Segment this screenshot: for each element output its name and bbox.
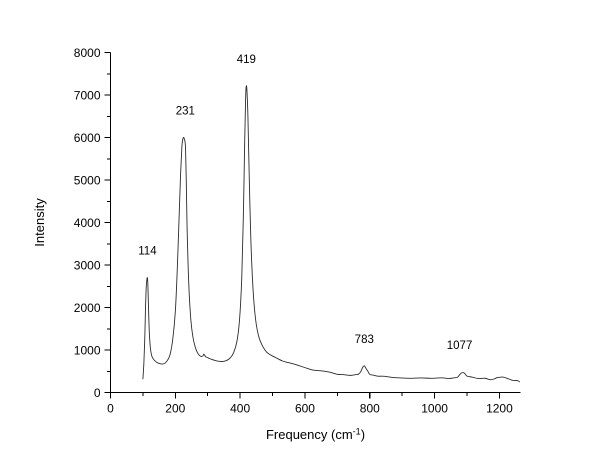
peak-label-114: 114 bbox=[138, 246, 157, 258]
y-tick-label: 1000 bbox=[74, 344, 101, 358]
x-tick-label: 400 bbox=[230, 402, 250, 416]
y-tick-label: 3000 bbox=[74, 259, 101, 273]
x-axis-title: Frequency (cm-1) bbox=[266, 427, 365, 443]
y-tick-label: 0 bbox=[94, 386, 101, 400]
x-tick-label: 0 bbox=[107, 402, 114, 416]
y-tick-label: 5000 bbox=[74, 174, 101, 188]
axis-ticks bbox=[104, 51, 500, 399]
peak-label-1077: 1077 bbox=[447, 340, 473, 352]
x-tick-label: 200 bbox=[165, 402, 185, 416]
x-tick-label: 600 bbox=[295, 402, 315, 416]
y-tick-label: 7000 bbox=[74, 89, 101, 103]
x-tick-label: 800 bbox=[360, 402, 380, 416]
x-tick-label: 1000 bbox=[421, 402, 448, 416]
x-tick-label: 1200 bbox=[486, 402, 513, 416]
peak-annotations: 114 231 419 783 1077 bbox=[138, 54, 472, 352]
peak-label-783: 783 bbox=[355, 334, 374, 346]
spectrum-line bbox=[142, 85, 520, 383]
axis-titles: Frequency (cm-1) Intensity bbox=[32, 198, 365, 442]
y-axis-title: Intensity bbox=[32, 198, 47, 247]
y-tick-label: 6000 bbox=[74, 131, 101, 145]
y-tick-label: 2000 bbox=[74, 301, 101, 315]
axis-tick-labels: 0 1000 2000 3000 4000 5000 6000 7000 8000 0 200 400… bbox=[74, 46, 513, 416]
y-tick-label: 8000 bbox=[74, 46, 101, 60]
y-tick-label: 4000 bbox=[74, 216, 101, 230]
peak-label-231: 231 bbox=[176, 105, 195, 117]
data-series bbox=[142, 85, 520, 383]
peak-label-419: 419 bbox=[237, 54, 256, 66]
